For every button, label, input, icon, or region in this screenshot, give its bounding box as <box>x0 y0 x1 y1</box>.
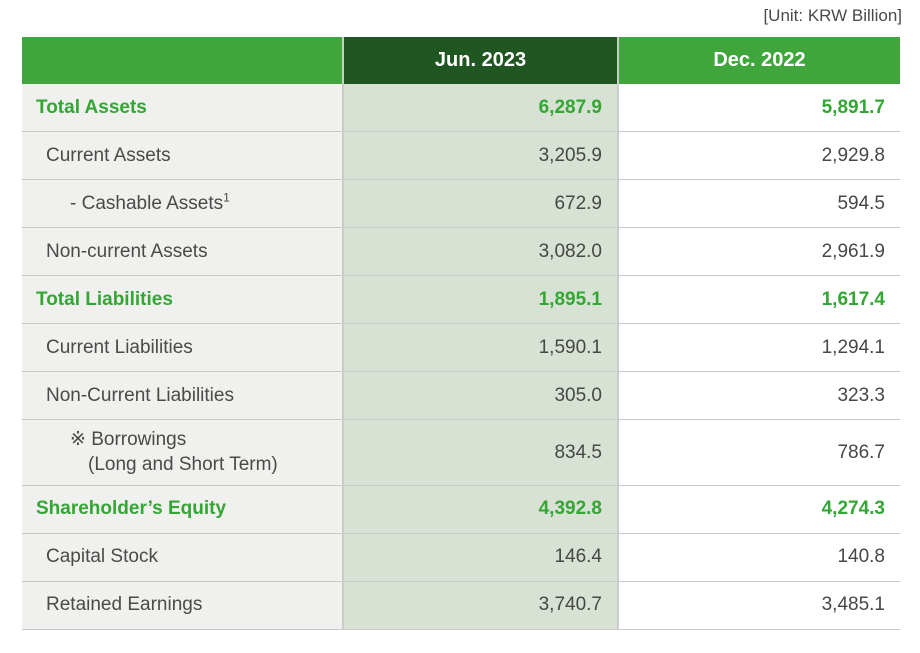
header-empty-cell <box>22 37 343 84</box>
table-row: Current Liabilities 1,590.1 1,294.1 <box>22 323 900 372</box>
row-label: Capital Stock <box>22 533 343 582</box>
row-label-text: Non-Current Liabilities <box>46 384 234 406</box>
row-label-text: Shareholder’s Equity <box>36 498 227 520</box>
table-row: Current Assets 3,205.9 2,929.8 <box>22 131 900 180</box>
table-row: - Cashable Assets1 672.9 594.5 <box>22 179 900 228</box>
row-label-text: Current Liabilities <box>46 336 193 358</box>
value-dec-2022: 2,929.8 <box>618 131 900 180</box>
value-jun-2023: 3,205.9 <box>342 131 619 180</box>
value-dec-2022: 2,961.9 <box>618 227 900 276</box>
header-row: Jun. 2023 Dec. 2022 <box>22 37 900 84</box>
value-jun-2023: 305.0 <box>342 371 619 420</box>
value-dec-2022: 786.7 <box>618 419 900 486</box>
row-label: Retained Earnings <box>22 581 343 630</box>
value-jun-2023: 672.9 <box>342 179 619 228</box>
value-jun-2023: 4,392.8 <box>342 485 619 534</box>
table-row: Non-Current Liabilities 305.0 323.3 <box>22 371 900 420</box>
header-jun-2023: Jun. 2023 <box>342 37 619 84</box>
row-label-text: Capital Stock <box>46 546 158 568</box>
header-dec-2022: Dec. 2022 <box>618 37 900 84</box>
row-label: Current Assets <box>22 131 343 180</box>
table-row: Total Assets 6,287.9 5,891.7 <box>22 84 900 132</box>
row-label: Non-current Assets <box>22 227 343 276</box>
balance-sheet-table: Jun. 2023 Dec. 2022 Total Assets 6,287.9 5… <box>22 37 900 630</box>
table-row: ※ Borrowings (Long and Short Term) 834.5 78… <box>22 419 900 486</box>
row-label-text: Retained Earnings <box>46 594 203 616</box>
table-row: Non-current Assets 3,082.0 2,961.9 <box>22 227 900 276</box>
row-label: Total Liabilities <box>22 275 343 324</box>
table-row: Shareholder’s Equity 4,392.8 4,274.3 <box>22 485 900 534</box>
row-label-line2: (Long and Short Term) <box>88 454 278 476</box>
value-jun-2023: 1,590.1 <box>342 323 619 372</box>
value-dec-2022: 1,617.4 <box>618 275 900 324</box>
value-jun-2023: 6,287.9 <box>342 84 619 132</box>
value-jun-2023: 834.5 <box>342 419 619 486</box>
value-jun-2023: 3,082.0 <box>342 227 619 276</box>
row-label: ※ Borrowings (Long and Short Term) <box>22 419 343 486</box>
value-dec-2022: 4,274.3 <box>618 485 900 534</box>
value-dec-2022: 3,485.1 <box>618 581 900 630</box>
row-label-text: Total Liabilities <box>36 288 173 310</box>
table-row: Capital Stock 146.4 140.8 <box>22 533 900 582</box>
value-dec-2022: 140.8 <box>618 533 900 582</box>
value-jun-2023: 3,740.7 <box>342 581 619 630</box>
table-row: Retained Earnings 3,740.7 3,485.1 <box>22 581 900 630</box>
row-label: Shareholder’s Equity <box>22 485 343 534</box>
row-label-text: Total Assets <box>36 96 147 118</box>
value-jun-2023: 146.4 <box>342 533 619 582</box>
row-label-text: - Cashable Assets <box>70 192 224 214</box>
row-label: - Cashable Assets1 <box>22 179 343 228</box>
row-label: Non-Current Liabilities <box>22 371 343 420</box>
row-label: Total Assets <box>22 84 343 132</box>
value-dec-2022: 594.5 <box>618 179 900 228</box>
row-label-text: ※ Borrowings <box>70 429 187 450</box>
value-jun-2023: 1,895.1 <box>342 275 619 324</box>
row-label: Current Liabilities <box>22 323 343 372</box>
value-dec-2022: 5,891.7 <box>618 84 900 132</box>
table-body: Total Assets 6,287.9 5,891.7 Current Assets… <box>22 84 900 630</box>
value-dec-2022: 1,294.1 <box>618 323 900 372</box>
row-label-text: Non-current Assets <box>46 240 208 262</box>
footnote-marker: 1 <box>223 190 230 205</box>
unit-label: [Unit: KRW Billion] <box>763 6 902 25</box>
row-label-text: Current Assets <box>46 144 171 166</box>
value-dec-2022: 323.3 <box>618 371 900 420</box>
table-row: Total Liabilities 1,895.1 1,617.4 <box>22 275 900 324</box>
